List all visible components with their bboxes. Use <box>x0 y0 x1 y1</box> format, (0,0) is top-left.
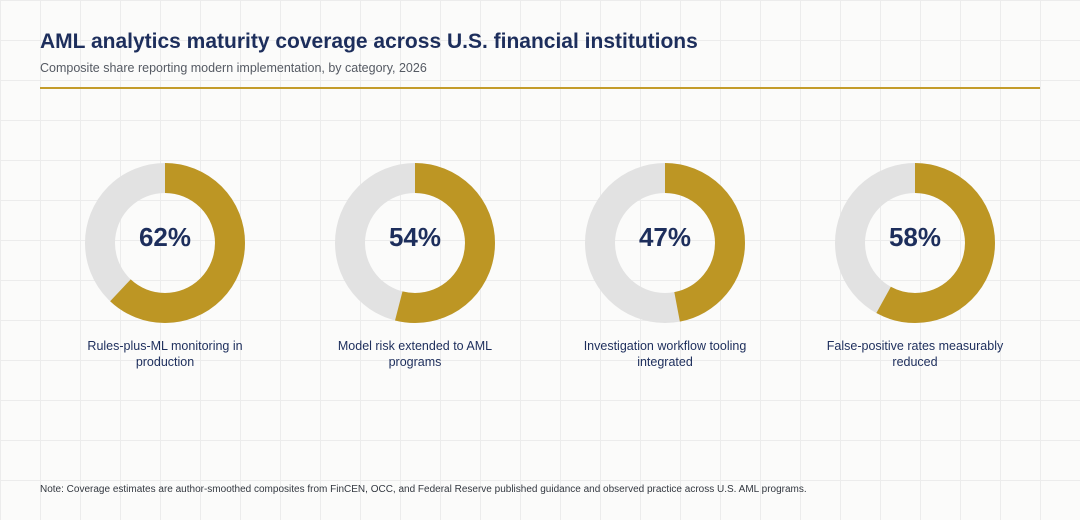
chart-subtitle: Composite share reporting modern impleme… <box>40 61 427 75</box>
donut-category-label: Investigation workflow tooling integrate… <box>583 339 747 369</box>
donut-value-label: 62% <box>138 222 192 252</box>
donut-value-arc <box>585 163 745 323</box>
donut-item: 58% False-positive rates measurably redu… <box>790 158 1040 378</box>
header-divider <box>40 87 1040 89</box>
donut-category-label: Model risk extended to AML programs <box>337 339 493 369</box>
donut-value-arc <box>835 163 995 323</box>
donut-value-label: 54% <box>388 222 442 252</box>
donut-category-label: False-positive rates measurably reduced <box>826 339 1004 369</box>
donut-value-arc <box>85 163 245 323</box>
donut-item: 47% Investigation workflow tooling integ… <box>540 158 790 378</box>
donut-value-arc <box>335 163 495 323</box>
donut-svg <box>85 163 245 323</box>
donut-item: 62% Rules-plus-ML monitoring in producti… <box>40 158 290 378</box>
donut-svg <box>335 163 495 323</box>
donut-value-label: 58% <box>888 222 942 252</box>
chart-title: AML analytics maturity coverage across U… <box>40 30 698 53</box>
footnote: Note: Coverage estimates are author-smoo… <box>40 484 807 495</box>
donut-item: 54% Model risk extended to AML programs <box>290 158 540 378</box>
donut-svg <box>585 163 745 323</box>
donut-value-label: 47% <box>638 222 692 252</box>
donut-svg <box>835 163 995 323</box>
donut-category-label: Rules-plus-ML monitoring in production <box>87 339 243 369</box>
